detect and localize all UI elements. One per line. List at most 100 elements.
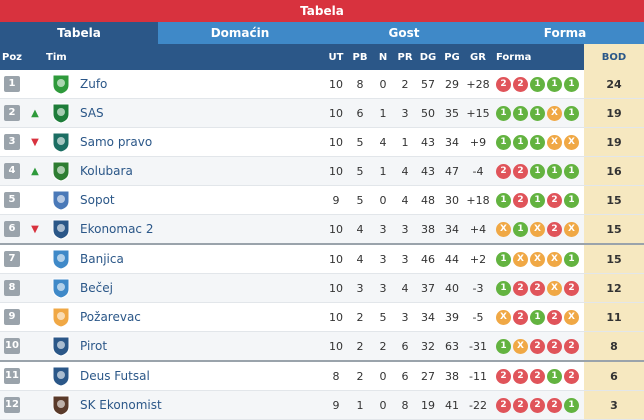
- stat-bod: 12: [584, 273, 644, 303]
- col-dg: DG: [416, 44, 440, 70]
- stat-pg: 63: [440, 331, 464, 362]
- form-result: 2: [547, 339, 562, 354]
- form-result: 2: [564, 369, 579, 384]
- team-name[interactable]: Samo pravo: [76, 127, 324, 157]
- team-name[interactable]: Banjica: [76, 244, 324, 274]
- team-name[interactable]: Kolubara: [76, 156, 324, 186]
- form-result: 1: [530, 310, 545, 325]
- deus-futsal-crest-icon: [52, 366, 70, 387]
- team-name[interactable]: Pirot: [76, 331, 324, 362]
- stat-pr: 6: [394, 361, 416, 391]
- team-name[interactable]: Zufo: [76, 70, 324, 99]
- stat-n: 1: [372, 156, 394, 186]
- team-name[interactable]: Bečej: [76, 273, 324, 303]
- form-result: 1: [547, 369, 562, 384]
- tab-tabela[interactable]: Tabela: [0, 22, 158, 44]
- stat-gr: -22: [464, 390, 492, 420]
- stat-pr: 3: [394, 98, 416, 128]
- trend-down-icon: ▼: [31, 223, 39, 235]
- col-ut: UT: [324, 44, 348, 70]
- stat-pb: 6: [348, 98, 372, 128]
- stat-pb: 2: [348, 331, 372, 362]
- team-name[interactable]: Ekonomac 2: [76, 214, 324, 245]
- stat-bod: 3: [584, 390, 644, 420]
- stat-ut: 8: [324, 361, 348, 391]
- stat-ut: 10: [324, 273, 348, 303]
- team-name[interactable]: Sopot: [76, 185, 324, 215]
- stat-pg: 41: [440, 390, 464, 420]
- col-tim-spacer: [76, 44, 324, 70]
- form-result: 1: [547, 77, 562, 92]
- form-result: X: [530, 222, 545, 237]
- tab-bar: Tabela Domaćin Gost Forma: [0, 22, 644, 44]
- stat-dg: 19: [416, 390, 440, 420]
- form-result: X: [547, 135, 562, 150]
- stat-bod: 19: [584, 98, 644, 128]
- position-badge: 8: [4, 280, 20, 296]
- team-name[interactable]: Požarevac: [76, 302, 324, 332]
- form-result: 1: [496, 281, 511, 296]
- col-tim: Tim: [46, 44, 76, 70]
- tab-forma[interactable]: Forma: [543, 26, 587, 40]
- form-result: 1: [496, 252, 511, 267]
- form-result: 1: [530, 164, 545, 179]
- form-result: X: [547, 106, 562, 121]
- widget-title: Tabela: [0, 0, 644, 22]
- stat-pb: 3: [348, 273, 372, 303]
- position-badge: 3: [4, 134, 20, 150]
- stat-n: 2: [372, 331, 394, 362]
- form-result: 1: [564, 398, 579, 413]
- position-badge: 2: [4, 105, 20, 121]
- team-name[interactable]: Deus Futsal: [76, 361, 324, 391]
- form-result: 1: [530, 135, 545, 150]
- stat-bod: 8: [584, 331, 644, 362]
- col-pb: PB: [348, 44, 372, 70]
- team-name[interactable]: SK Ekonomist: [76, 390, 324, 420]
- tab-gost[interactable]: Gost: [388, 26, 420, 40]
- form-result: X: [547, 252, 562, 267]
- pirot-crest-icon: [52, 336, 70, 357]
- trend-up-icon: ▲: [31, 165, 39, 177]
- form-result: X: [547, 281, 562, 296]
- form-result: 2: [513, 310, 528, 325]
- sopot-crest-icon: [52, 190, 70, 211]
- form-result: X: [496, 310, 511, 325]
- stat-n: 5: [372, 302, 394, 332]
- form-result: 2: [513, 398, 528, 413]
- stat-gr: -4: [464, 156, 492, 186]
- stat-gr: +9: [464, 127, 492, 157]
- stat-pb: 4: [348, 214, 372, 245]
- stat-ut: 9: [324, 185, 348, 215]
- stat-pr: 1: [394, 127, 416, 157]
- stat-bod: 19: [584, 127, 644, 157]
- team-name[interactable]: SAS: [76, 98, 324, 128]
- form-result: 2: [513, 281, 528, 296]
- form-result: X: [530, 252, 545, 267]
- trend-down-icon: ▼: [31, 136, 39, 148]
- form-result: X: [564, 135, 579, 150]
- form-result: X: [513, 339, 528, 354]
- stat-pb: 2: [348, 302, 372, 332]
- tab-domacin[interactable]: Domaćin: [210, 26, 270, 40]
- stat-ut: 10: [324, 302, 348, 332]
- becej-crest-icon: [52, 278, 70, 299]
